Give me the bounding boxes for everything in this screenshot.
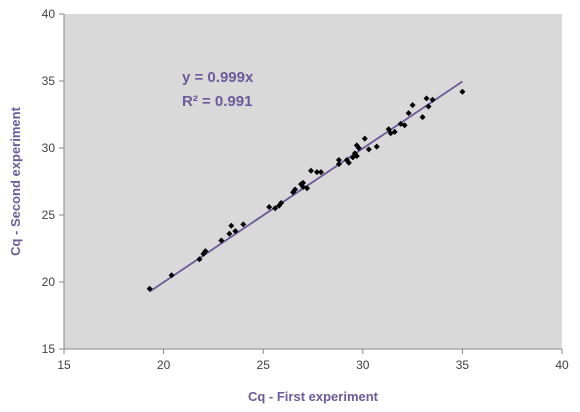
data-point <box>240 221 247 228</box>
data-point <box>266 203 273 210</box>
data-point <box>292 186 299 193</box>
data-point <box>345 159 352 166</box>
data-point <box>218 237 225 244</box>
x-tick-label: 30 <box>356 358 370 372</box>
data-point <box>361 135 368 142</box>
data-point <box>391 128 398 135</box>
x-axis-title: Cq - First experiment <box>248 389 379 404</box>
data-point <box>304 185 311 192</box>
data-point <box>353 153 360 160</box>
data-point <box>335 157 342 164</box>
data-point <box>278 199 285 206</box>
data-point <box>423 95 430 102</box>
y-tick-label: 40 <box>42 7 56 21</box>
data-points <box>146 88 466 292</box>
r-squared-annotation: R² = 0.991 <box>182 93 252 110</box>
data-point <box>308 167 315 174</box>
x-tick-label: 15 <box>57 358 71 372</box>
x-tick-label: 40 <box>555 358 569 372</box>
data-point <box>385 126 392 133</box>
x-tick-label: 35 <box>456 358 470 372</box>
data-point <box>226 230 233 237</box>
y-tick-label: 35 <box>42 74 56 88</box>
data-point <box>405 110 412 117</box>
data-point <box>365 146 372 153</box>
x-tick-label: 25 <box>257 358 271 372</box>
data-point <box>196 256 203 263</box>
data-point <box>272 205 279 212</box>
data-point <box>355 145 362 151</box>
data-point <box>202 248 209 255</box>
data-point <box>317 169 324 176</box>
ticks: 15 20 25 30 35 40 15 20 25 30 35 40 <box>42 7 569 372</box>
y-axis-title: Cq - Second experiment <box>8 106 23 255</box>
data-point <box>300 179 307 186</box>
data-point <box>146 285 153 292</box>
data-point <box>313 169 320 176</box>
y-tick-label: 15 <box>42 342 56 356</box>
axes <box>63 14 562 350</box>
data-point <box>425 103 432 110</box>
data-point <box>419 114 426 121</box>
data-point <box>168 272 175 279</box>
y-tick-label: 20 <box>42 275 56 289</box>
data-point <box>228 222 235 229</box>
data-point <box>429 96 436 103</box>
data-point <box>409 102 416 109</box>
data-point <box>335 161 342 168</box>
equation-annotation: y = 0.999x <box>182 69 254 86</box>
data-point <box>401 122 408 129</box>
data-point <box>232 228 239 235</box>
y-tick-label: 25 <box>42 208 56 222</box>
x-tick-label: 20 <box>157 358 171 372</box>
data-point <box>373 143 380 150</box>
data-point <box>459 88 466 95</box>
y-tick-label: 30 <box>42 141 56 155</box>
